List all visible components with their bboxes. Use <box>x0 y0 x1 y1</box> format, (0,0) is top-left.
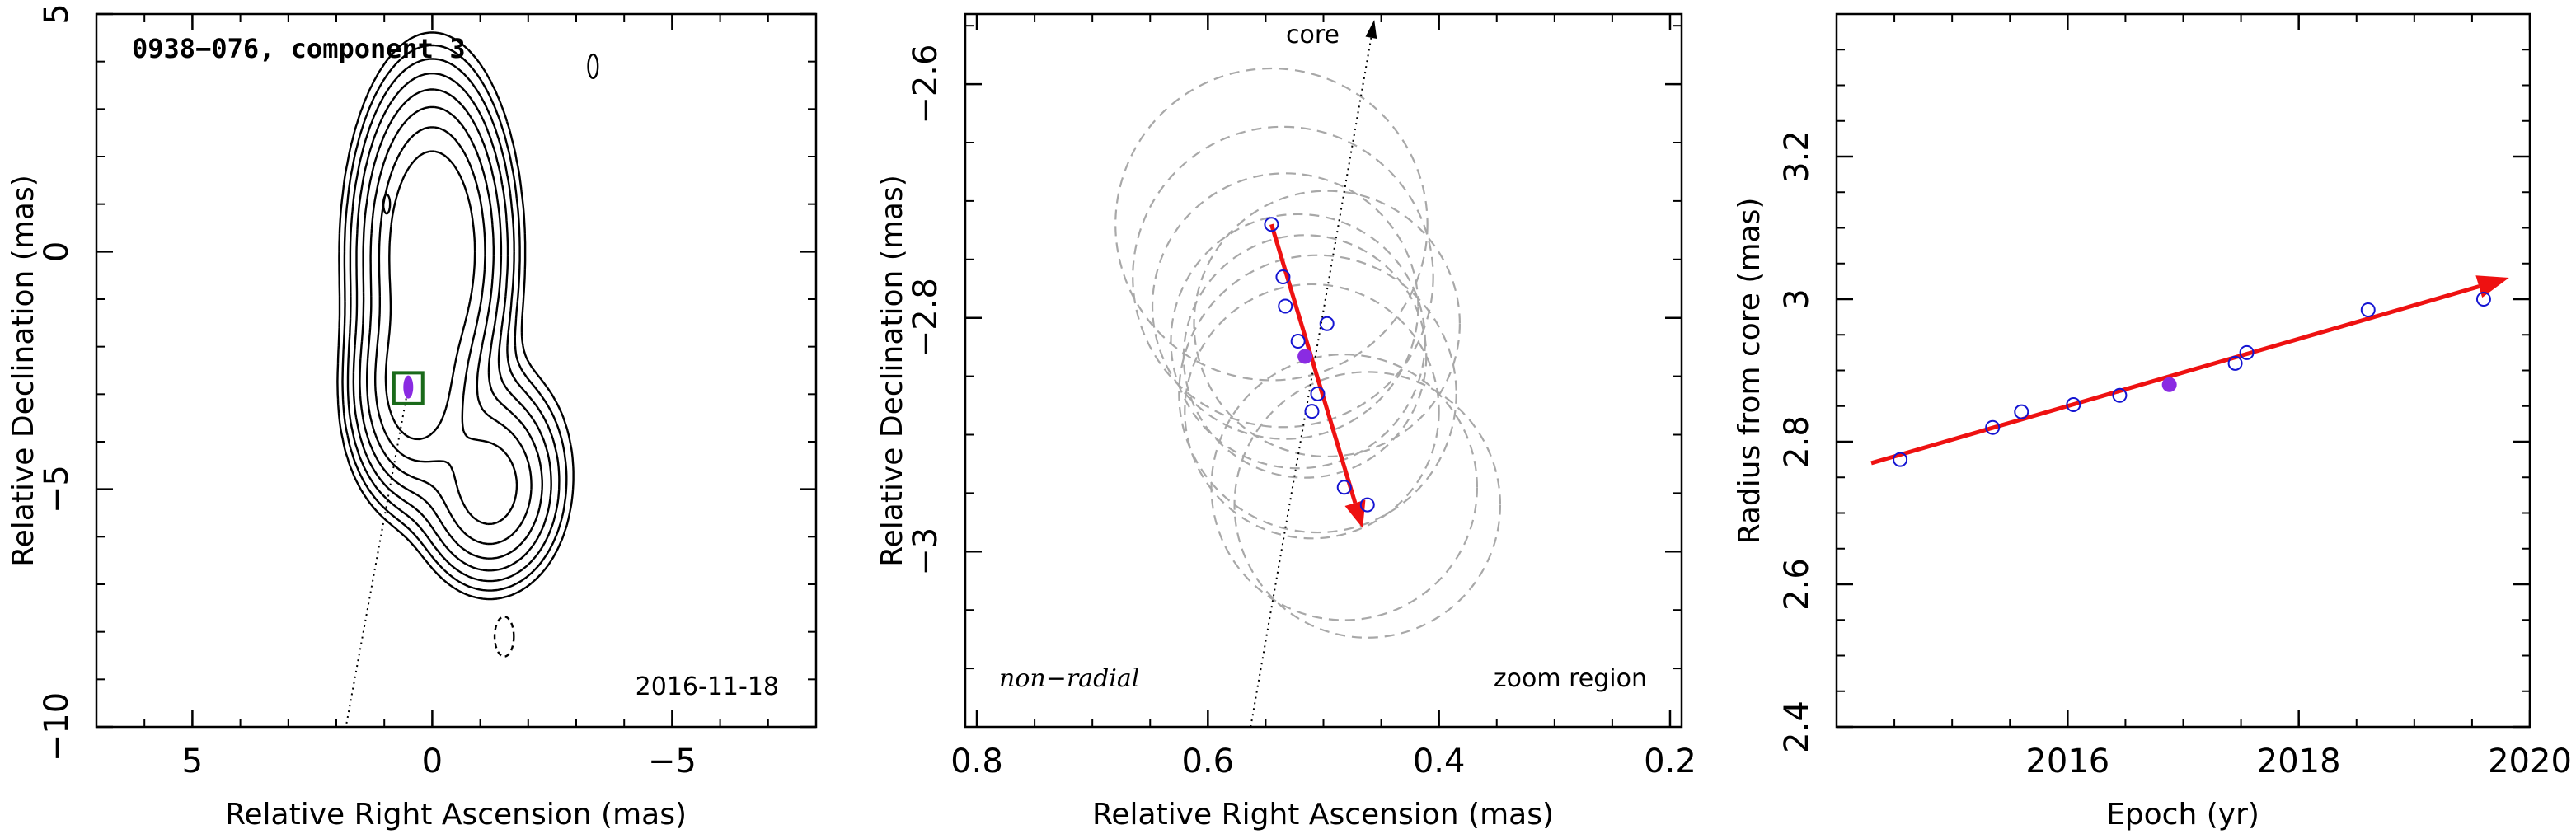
beam-circles <box>1114 67 1502 639</box>
contour-lines <box>336 31 575 601</box>
zoom-region-label: zoom region <box>1494 664 1647 693</box>
x-tick-label: 0 <box>422 743 443 780</box>
fit-arrowhead <box>2475 275 2509 298</box>
y-tick-label: 3 <box>1778 288 1816 309</box>
position-point <box>1290 334 1306 349</box>
y-tick-label: 0 <box>38 241 76 262</box>
component-marker <box>403 375 414 399</box>
x-axis-label: Epoch (yr) <box>2106 798 2259 832</box>
position-point <box>1336 480 1352 495</box>
y-tick-label: 2.8 <box>1778 415 1816 468</box>
negative-contour <box>493 616 515 658</box>
radius-point <box>2227 355 2243 371</box>
x-tick-label: −5 <box>648 743 697 780</box>
axis-ticks: 0.8 0.6 0.4 0.2 −3 −2.8 −2.6 <box>907 14 1696 780</box>
beam-circle <box>1132 125 1434 429</box>
x-axis-label: Relative Right Ascension (mas) <box>1092 798 1554 832</box>
radius-point <box>2014 404 2029 419</box>
position-points <box>1264 217 1375 513</box>
contour-level <box>341 44 568 592</box>
isolated-contour <box>382 193 392 215</box>
beam-circle <box>1114 67 1429 382</box>
y-tick-label: −10 <box>38 692 76 761</box>
y-tick-label: 2.6 <box>1778 558 1816 611</box>
beam-circle <box>1151 172 1419 440</box>
axis-ticks: 5 0 −5 −10 −5 0 5 <box>38 3 817 780</box>
x-axis-label: Relative Right Ascension (mas) <box>225 798 687 832</box>
radius-point <box>2475 292 2491 307</box>
zoom-box <box>392 371 425 405</box>
beam-circle <box>1233 371 1502 639</box>
x-tick-label: 2016 <box>2025 743 2109 780</box>
map-panel: 5 0 −5 −10 −5 0 5 0938−076, component 3 2016-1… <box>7 3 818 832</box>
core-arrowhead <box>1365 20 1377 39</box>
axis-ticks: 2016 2018 2020 2.4 2.6 2.8 3 3.2 <box>1778 13 2572 780</box>
x-tick-label: 0.4 <box>1413 743 1466 780</box>
y-tick-label: 2.4 <box>1778 700 1816 753</box>
beam-circle <box>1184 283 1440 540</box>
position-point <box>1264 217 1279 232</box>
y-tick-label: −5 <box>38 465 76 513</box>
position-point <box>1304 404 1320 419</box>
radius-panel: 2016 2018 2020 2.4 2.6 2.8 3 3.2 Epoch (yr) Rad… <box>1733 12 2572 832</box>
y-tick-label: −2.8 <box>907 278 945 358</box>
radius-point <box>1985 419 2001 435</box>
y-axis-label: Relative Declination (mas) <box>875 175 909 567</box>
plot-frame <box>964 12 1683 729</box>
y-axis-label: Relative Declination (mas) <box>7 175 40 567</box>
x-tick-label: 2020 <box>2488 743 2572 780</box>
beam-circle <box>1182 234 1428 479</box>
contour-level <box>384 150 476 441</box>
y-axis-label: Radius from core (mas) <box>1733 198 1767 545</box>
radius-point <box>2112 387 2128 403</box>
x-tick-label: 0.2 <box>1644 743 1696 780</box>
plot-frame <box>1835 12 2531 729</box>
x-tick-label: 2018 <box>2257 743 2341 780</box>
isolated-contours <box>382 53 599 658</box>
position-point <box>1310 386 1326 401</box>
position-point <box>1275 269 1291 285</box>
contour-level <box>359 88 543 560</box>
y-tick-label: 5 <box>38 3 76 24</box>
y-tick-label: −2.6 <box>907 45 945 124</box>
fit-arrow <box>1870 284 2480 466</box>
isolated-contour <box>587 53 599 80</box>
plot-frame <box>95 12 818 729</box>
core-axis-line <box>1250 37 1372 727</box>
current-epoch-point <box>2161 377 2177 392</box>
y-tick-label: −3 <box>907 527 945 576</box>
beam-circle <box>1178 254 1457 534</box>
position-point <box>1319 316 1335 331</box>
contour-level <box>346 58 561 583</box>
zoom-plot <box>1114 37 1502 727</box>
radius-points <box>1893 292 2491 467</box>
y-tick-label: 3.2 <box>1778 130 1816 183</box>
radius-point <box>2360 302 2376 317</box>
beam-circle <box>1210 354 1479 621</box>
motion-arrowhead <box>1344 499 1366 528</box>
contour-level <box>336 31 575 601</box>
position-point <box>1278 298 1293 314</box>
contour-level <box>366 105 533 546</box>
contour-plot <box>336 31 599 727</box>
panel-title: 0938−076, component 3 <box>132 33 466 64</box>
radius-plot <box>1870 275 2509 467</box>
beam-circle <box>1193 190 1461 458</box>
x-tick-label: 0.6 <box>1182 743 1235 780</box>
radius-point <box>1893 452 1908 467</box>
x-tick-label: 0.8 <box>950 743 1003 780</box>
zoom-panel: 0.8 0.6 0.4 0.2 −3 −2.8 −2.6 core non−radial z… <box>875 12 1696 832</box>
core-label: core <box>1286 21 1340 49</box>
epoch-label: 2016-11-18 <box>636 672 779 701</box>
non-radial-label: non−radial <box>999 664 1139 693</box>
x-tick-label: 5 <box>182 743 203 780</box>
position-point <box>1359 497 1375 513</box>
current-epoch-point <box>1297 349 1313 364</box>
radius-point <box>2066 397 2081 413</box>
radius-point <box>2239 344 2255 360</box>
